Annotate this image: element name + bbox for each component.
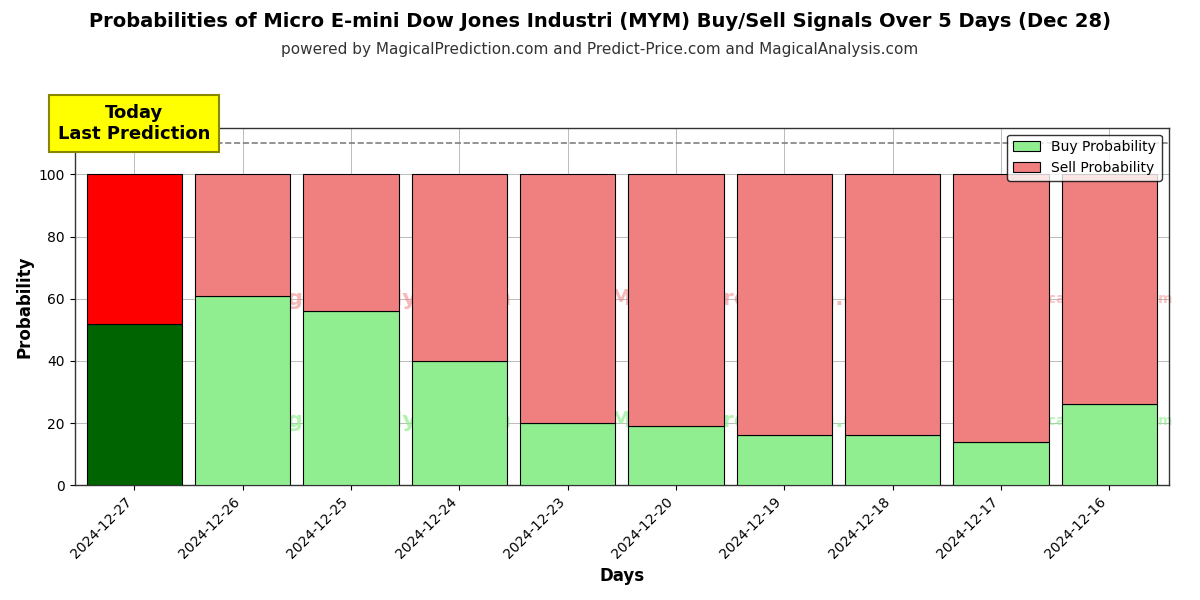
Text: MagicalPrediction.com: MagicalPrediction.com — [611, 289, 895, 309]
Text: MagicalPrediction.com: MagicalPrediction.com — [611, 411, 895, 431]
Bar — [629, 426, 724, 485]
Legend: Buy Probability, Sell Probability: Buy Probability, Sell Probability — [1007, 134, 1162, 181]
Bar — [194, 175, 290, 296]
Bar — [86, 323, 182, 485]
Text: MagicalAnalysis.com: MagicalAnalysis.com — [251, 411, 511, 431]
Text: Probabilities of Micro E-mini Dow Jones Industri (MYM) Buy/Sell Signals Over 5 D: Probabilities of Micro E-mini Dow Jones … — [89, 12, 1111, 31]
Bar — [520, 423, 616, 485]
Bar — [737, 436, 832, 485]
Bar — [737, 175, 832, 436]
Bar — [1062, 404, 1157, 485]
Bar — [412, 175, 506, 361]
Bar — [953, 175, 1049, 442]
X-axis label: Days: Days — [599, 567, 644, 585]
Text: powered by MagicalPrediction.com and Predict-Price.com and MagicalAnalysis.com: powered by MagicalPrediction.com and Pre… — [281, 42, 919, 57]
Bar — [520, 175, 616, 423]
Bar — [845, 175, 941, 436]
Text: MagicalAnalysis.com: MagicalAnalysis.com — [251, 289, 511, 309]
Bar — [412, 361, 506, 485]
Bar — [845, 436, 941, 485]
Y-axis label: Probability: Probability — [16, 255, 34, 358]
Bar — [629, 175, 724, 426]
Bar — [304, 311, 398, 485]
Bar — [86, 175, 182, 323]
Bar — [304, 175, 398, 311]
Text: MagicalAnalysis.com: MagicalAnalysis.com — [1012, 292, 1174, 306]
Bar — [953, 442, 1049, 485]
Bar — [1062, 175, 1157, 404]
Text: MagicalAnalysis.com: MagicalAnalysis.com — [1012, 414, 1174, 428]
Text: Today
Last Prediction: Today Last Prediction — [58, 104, 210, 143]
Bar — [194, 296, 290, 485]
